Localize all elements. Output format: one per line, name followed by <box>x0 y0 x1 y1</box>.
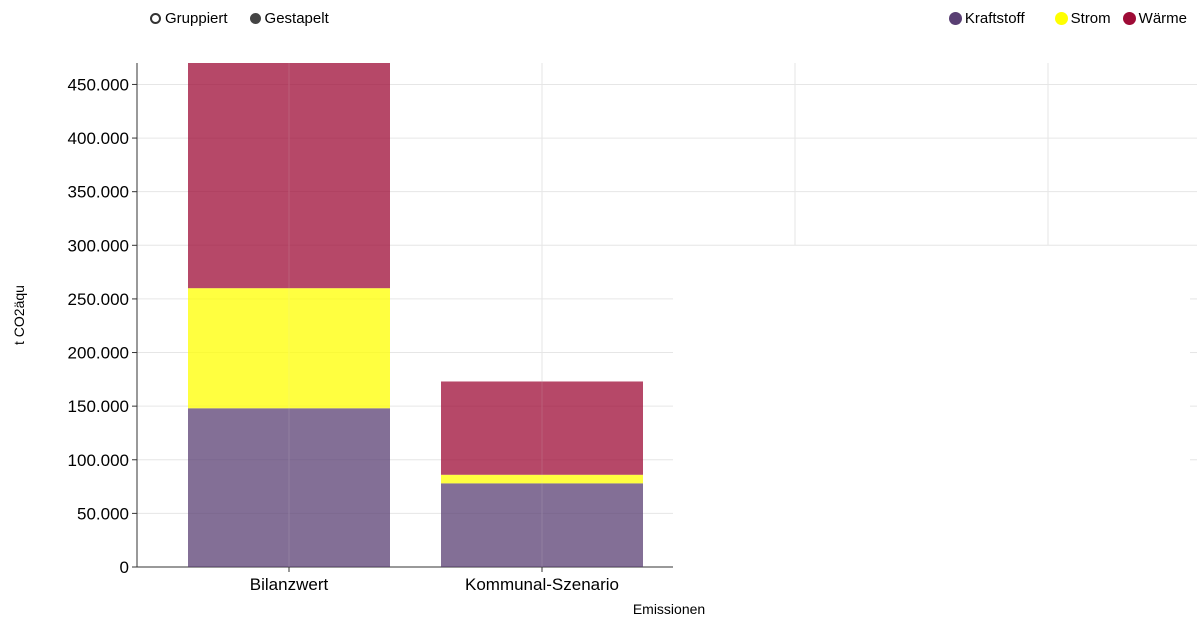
y-axis-label: t CO2äqu <box>11 285 27 345</box>
x-axis-label: Emissionen <box>633 601 705 617</box>
stacked-option[interactable]: Gestapelt <box>249 10 329 27</box>
y-tick-label: 250.000 <box>68 290 129 309</box>
chart-legend: Kraftstoff Strom Wärme <box>948 10 1187 27</box>
x-tick-label: Bilanzwert <box>250 575 329 594</box>
grouped-label: Gruppiert <box>165 10 228 27</box>
grouped-radio-icon[interactable] <box>150 13 161 24</box>
y-tick-label: 400.000 <box>68 129 129 148</box>
y-tick-label: 100.000 <box>68 451 129 470</box>
y-tick-label: 200.000 <box>68 344 129 363</box>
y-tick-label: 150.000 <box>68 397 129 416</box>
legend-item-strom[interactable]: Strom <box>1054 10 1111 27</box>
stacked-label: Gestapelt <box>264 10 329 27</box>
legend-item-waerme[interactable]: Wärme <box>1122 10 1187 27</box>
y-tick-label: 350.000 <box>68 183 129 202</box>
grouped-option[interactable]: Gruppiert <box>150 10 228 27</box>
stacked-radio-icon[interactable] <box>249 13 261 24</box>
bar-segment[interactable] <box>188 288 390 409</box>
bar-segment[interactable] <box>441 474 643 484</box>
legend-label: Wärme <box>1138 10 1187 27</box>
legend-dot-icon <box>948 12 962 25</box>
y-tick-label: 300.000 <box>68 236 129 255</box>
bar-segment[interactable] <box>441 483 643 567</box>
bar-segment[interactable] <box>188 408 390 567</box>
y-tick-label: 50.000 <box>77 504 129 523</box>
legend-dot-icon <box>1054 12 1068 25</box>
bar-segment[interactable] <box>188 63 390 289</box>
y-tick-label: 450.000 <box>68 75 129 94</box>
legend-dot-icon <box>1122 12 1136 25</box>
legend-label: Strom <box>1070 10 1111 27</box>
legend-label: Kraftstoff <box>964 10 1025 27</box>
chart-mode-toggle: Gruppiert Gestapelt <box>150 10 329 27</box>
legend-item-kraftstoff[interactable]: Kraftstoff <box>948 10 1025 27</box>
y-tick-label: 0 <box>120 558 129 577</box>
bar-segment[interactable] <box>441 381 643 475</box>
x-tick-label: Kommunal-Szenario <box>465 575 619 594</box>
